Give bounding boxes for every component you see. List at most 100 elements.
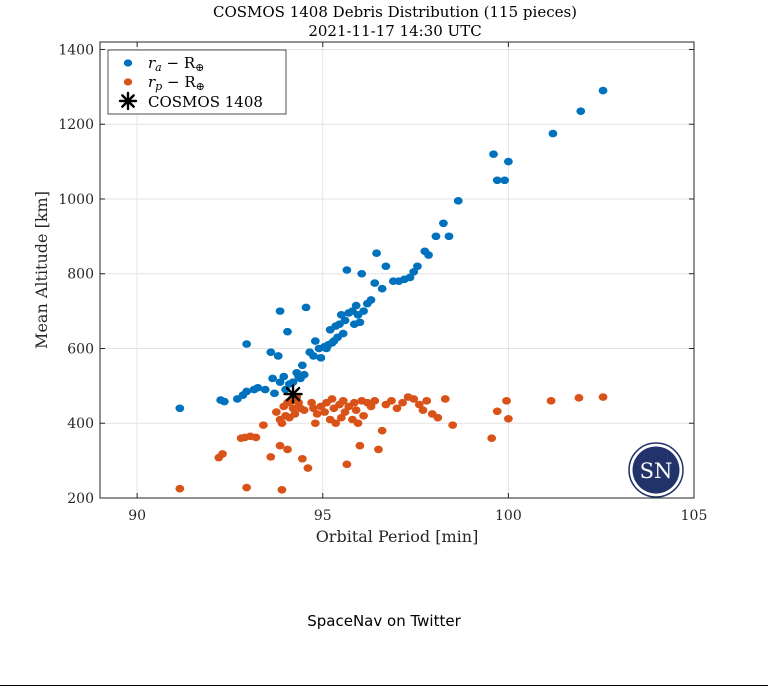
apogee-point [253,383,263,392]
apogee-point [310,337,320,345]
legend: ra − R⊕ rp − R⊕ COSMOS 1408 [107,49,287,115]
apogee-point [273,352,283,360]
plot-frame [99,41,695,499]
apogee-point [275,307,285,315]
chart-subtitle: 2021-11-17 14:30 UTC [308,22,481,40]
cosmos-1408-point [283,384,303,404]
perigee-point [370,397,380,405]
apogee-point [576,107,586,115]
apogee-point [299,370,309,379]
perigee-point [312,410,322,418]
apogee-point [279,372,289,381]
perigee-point [377,426,387,435]
perigee-point [277,419,287,428]
perigee-point [338,397,348,405]
apogee-point [366,296,376,304]
apogee-point [598,86,608,95]
legend-marker-apogee [123,59,133,67]
apogee-point [351,301,361,310]
apogee-point [548,129,558,138]
apogee-point [266,348,276,357]
data-series [175,86,608,494]
apogee-point [377,284,387,293]
perigee-point [448,421,458,429]
perigee-point [392,404,402,413]
apogee-point [288,378,298,386]
apogee-point [242,340,252,348]
legend-box [107,49,287,115]
apogee-point [301,303,311,312]
y-tick-label: 800 [67,267,94,283]
perigee-point [433,413,443,422]
y-tick-label: 1200 [58,117,94,133]
y-tick-label: 200 [67,491,94,507]
perigee-point [598,393,608,401]
perigee-point [349,398,359,407]
perigee-point [283,445,292,454]
logo-text: SN [640,459,673,483]
perigee-point [374,445,383,454]
apogee-point [359,307,368,315]
perigee-point [574,394,584,402]
credit-caption: SpaceNav on Twitter [307,612,461,630]
legend-marker-cosmos [118,91,138,111]
apogee-point [342,266,352,274]
perigee-point [327,395,337,403]
legend-marker-perigee [123,78,133,86]
perigee-point [398,398,407,407]
perigee-point [309,404,318,413]
apogee-point [424,251,433,259]
apogee-point [297,361,307,370]
apogee-point [275,378,285,386]
perigee-point [299,406,309,414]
perigee-point [266,453,276,461]
perigee-point [351,406,361,414]
perigee-point [440,395,450,403]
apogee-point [381,262,391,271]
perigee-point [353,419,363,428]
apogee-point [283,327,292,336]
perigee-point [502,397,511,405]
perigee-point [242,483,252,492]
apogee-point [405,273,415,282]
x-axis-label: Orbital Period [min] [316,527,479,546]
apogee-point [219,397,229,406]
perigee-point [359,411,368,420]
apogee-point [242,387,252,396]
apogee-point [489,150,498,158]
apogee-point [336,311,346,319]
perigee-point [271,408,281,416]
grid [100,42,695,499]
y-tick-label: 400 [67,416,94,432]
apogee-point [175,404,185,413]
apogee-point [431,232,441,241]
apogee-point [444,232,454,241]
perigee-point [342,460,352,469]
y-tick-label: 1400 [58,42,94,58]
perigee-point [492,407,502,416]
perigee-point [355,441,365,450]
highlight-marker [283,384,303,404]
perigee-point [331,419,341,428]
perigee-point [503,414,513,423]
series-perigee [175,393,608,494]
perigee-point [275,441,285,450]
legend-entry-apogee: ra − R⊕ [148,54,204,74]
apogee-point [492,176,502,185]
perigee-point [340,408,350,416]
apogee-point [357,269,367,278]
x-tick-label: 105 [681,508,708,524]
plot-area [100,42,694,498]
legend-entry-perigee: rp − R⊕ [148,73,205,93]
apogee-point [439,219,448,228]
apogee-point [503,157,513,166]
apogee-point [309,352,318,360]
apogee-point [453,197,463,205]
perigee-point [487,434,497,442]
perigee-point [175,484,185,493]
apogee-point [355,318,365,327]
perigee-point [422,397,432,405]
perigee-point [387,397,396,405]
perigee-point [409,395,419,403]
